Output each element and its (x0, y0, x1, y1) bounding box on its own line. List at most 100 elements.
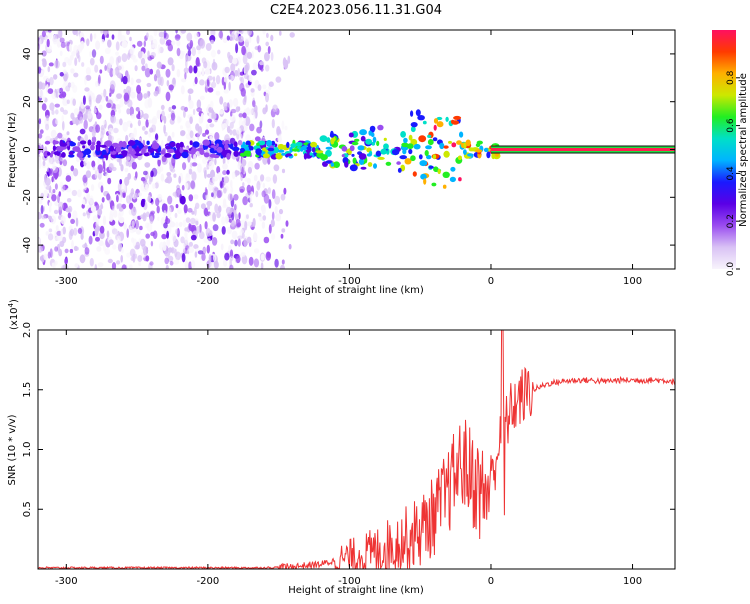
signal-blob (102, 154, 108, 158)
noise-speckle (212, 176, 216, 183)
signal-blob (431, 182, 437, 187)
signal-blob (134, 153, 143, 157)
noise-speckle (200, 112, 204, 123)
signal-blob (239, 147, 246, 153)
noise-speckle (72, 210, 78, 220)
noise-speckle (105, 95, 109, 102)
noise-speckle (102, 215, 107, 226)
noise-speckle (237, 35, 244, 43)
signal-blob (426, 155, 432, 160)
noise-speckle (208, 132, 214, 140)
noise-speckle (106, 193, 111, 201)
signal-blob (315, 150, 324, 154)
noise-speckle (271, 211, 275, 221)
signal-blob (341, 146, 348, 152)
noise-speckle (161, 139, 164, 149)
noise-speckle (42, 59, 47, 68)
noise-speckle (119, 98, 124, 108)
noise-speckle (73, 227, 78, 236)
noise-speckle (209, 123, 215, 128)
noise-speckle (72, 117, 77, 125)
noise-speckle (215, 90, 221, 96)
noise-speckle (175, 30, 178, 34)
noise-speckle (246, 51, 253, 60)
colorbar-tick-label: 0.2 (726, 214, 736, 228)
noise-speckle (160, 173, 165, 182)
noise-speckle (249, 203, 253, 208)
noise-speckle (91, 136, 97, 143)
spectrogram-xlabel: Height of straight line (km) (288, 285, 424, 296)
noise-speckle (261, 205, 266, 215)
noise-speckle (87, 90, 94, 101)
noise-speckle (116, 194, 119, 203)
signal-blob (291, 148, 300, 152)
noise-speckle (171, 233, 177, 243)
noise-speckle (61, 133, 67, 140)
noise-speckle (117, 30, 121, 41)
noise-speckle (60, 41, 67, 49)
signal-blob (229, 143, 234, 150)
signal-blob (396, 161, 401, 165)
snr-scale-suffix: ) (9, 299, 20, 303)
noise-speckle (230, 255, 234, 261)
signal-blob (474, 149, 483, 153)
signal-blob (285, 153, 293, 157)
noise-speckle (39, 129, 44, 134)
noise-speckle (114, 119, 121, 125)
snr-xtick-label: -100 (338, 576, 361, 587)
signal-blob (256, 142, 260, 146)
noise-speckle (265, 251, 271, 261)
noise-speckle (145, 119, 149, 128)
noise-speckle (240, 76, 244, 86)
signal-blob (420, 173, 427, 180)
noise-speckle (56, 88, 62, 93)
noise-speckle (210, 169, 215, 179)
noise-speckle (228, 99, 233, 108)
noise-speckle (148, 179, 152, 185)
noise-speckle (220, 243, 224, 251)
noise-speckle (188, 99, 194, 109)
noise-speckle (221, 216, 226, 226)
noise-speckle (149, 261, 154, 266)
noise-speckle (64, 258, 68, 265)
noise-speckle (229, 121, 234, 129)
noise-speckle (51, 262, 55, 268)
noise-speckle (280, 193, 286, 201)
noise-speckle (66, 198, 72, 203)
noise-speckle (266, 32, 269, 39)
snr-ylabel: SNR (10 * v/v) (7, 414, 18, 485)
noise-speckle (71, 189, 78, 197)
noise-speckle (59, 50, 63, 57)
noise-speckle (122, 121, 128, 132)
noise-speckle (91, 49, 97, 58)
noise-speckle (212, 191, 217, 199)
figure-title: C2E4.2023.056.11.31.G04 (270, 3, 442, 18)
noise-speckle (45, 185, 52, 190)
signal-blob (56, 146, 64, 152)
noise-speckle (204, 221, 208, 230)
noise-speckle (97, 208, 103, 216)
noise-speckle (212, 58, 216, 68)
noise-speckle (53, 74, 58, 80)
noise-speckle (248, 36, 252, 44)
noise-speckle (91, 160, 96, 168)
noise-speckle (223, 258, 228, 267)
noise-speckle (73, 72, 79, 78)
noise-speckle (244, 220, 248, 231)
noise-speckle (169, 261, 174, 266)
noise-speckle (267, 187, 271, 195)
noise-speckle (119, 118, 123, 126)
noise-speckle (201, 67, 205, 77)
signal-blob (60, 142, 68, 147)
signal-blob (349, 145, 355, 152)
noise-speckle (94, 64, 99, 73)
noise-speckle (240, 30, 244, 35)
noise-speckle (59, 157, 64, 162)
noise-speckle (262, 182, 266, 189)
noise-speckle (218, 174, 223, 182)
noise-speckle (58, 30, 63, 39)
noise-speckle (118, 207, 124, 212)
noise-speckle (152, 38, 158, 47)
signal-blob (76, 148, 81, 153)
noise-speckle (239, 186, 246, 193)
